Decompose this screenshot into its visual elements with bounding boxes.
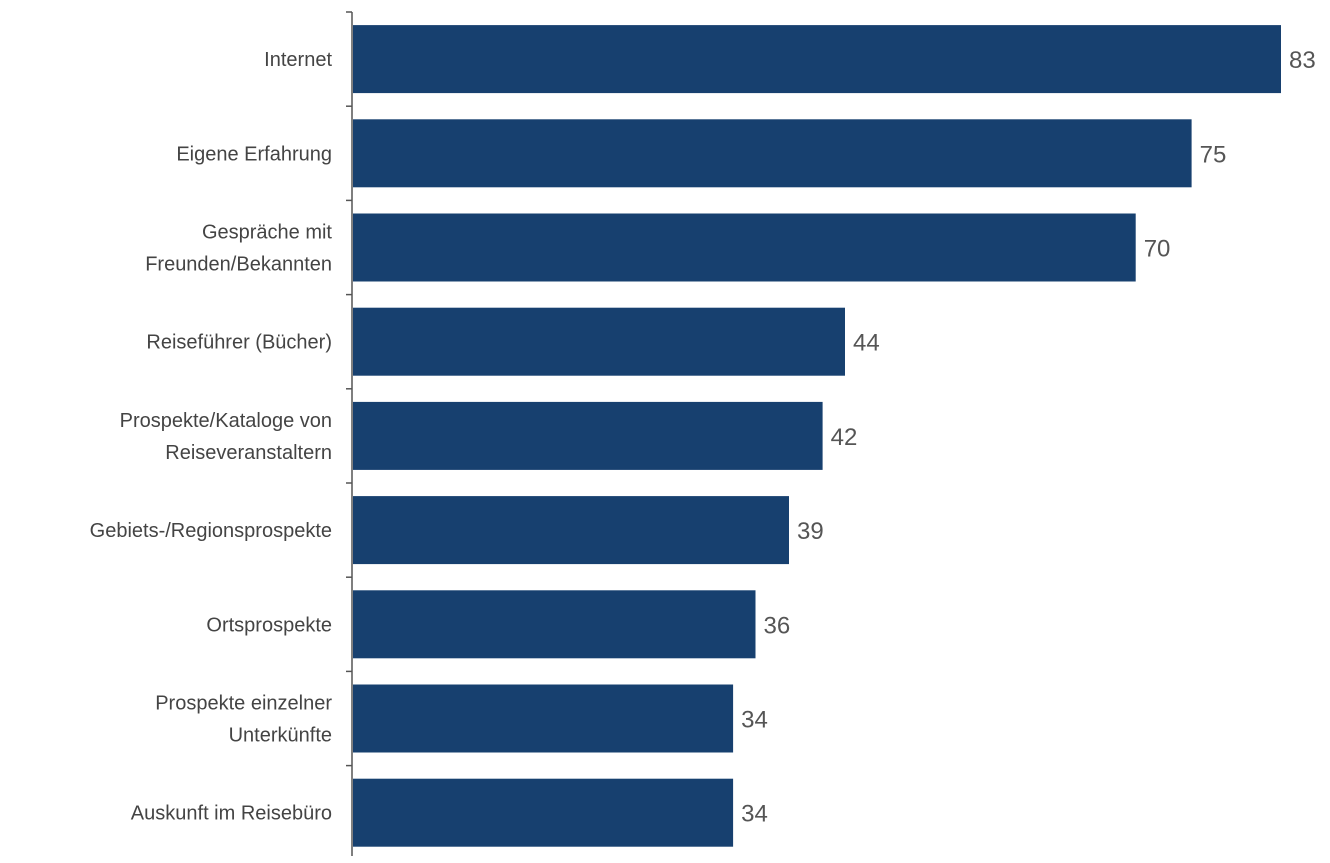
category-label-line: Internet	[264, 49, 332, 71]
category-label-4: Reiseführer (Bücher)	[146, 332, 332, 354]
category-label-6: Gebiets-/Regionsprospekte	[90, 520, 332, 542]
category-label-line: Prospekte/Kataloge von	[120, 410, 332, 432]
value-labels-layer: 83 75 70 44 42 39 36 34 34	[741, 47, 1316, 828]
value-label-5: 42	[831, 424, 858, 451]
category-label-line: Auskunft im Reisebüro	[131, 803, 332, 825]
category-label-5: Prospekte/Kataloge von Reiseveranstaltern	[120, 410, 332, 464]
category-labels-layer: Internet Eigene Erfahrung Gespräche mit Fre…	[90, 49, 333, 825]
bar-7	[353, 590, 756, 659]
bar-5	[353, 401, 823, 470]
value-label-1: 83	[1289, 47, 1316, 74]
category-label-2: Eigene Erfahrung	[176, 143, 332, 165]
bar-3	[353, 213, 1136, 282]
category-label-1: Internet	[264, 49, 332, 71]
value-label-9: 34	[741, 801, 768, 828]
category-label-line: Gespräche mit	[202, 222, 332, 244]
value-label-7: 36	[764, 612, 791, 639]
category-label-7: Ortsprospekte	[206, 614, 332, 636]
bar-6	[353, 496, 789, 565]
bar-4	[353, 307, 845, 376]
category-label-line: Eigene Erfahrung	[176, 143, 332, 165]
value-label-4: 44	[853, 330, 880, 357]
category-label-line: Ortsprospekte	[206, 614, 332, 636]
value-label-8: 34	[741, 707, 768, 734]
category-label-line: Freunden/Bekannten	[145, 254, 332, 276]
value-label-3: 70	[1144, 236, 1171, 263]
value-label-6: 39	[797, 518, 824, 545]
category-label-9: Auskunft im Reisebüro	[131, 803, 332, 825]
bar-9	[353, 778, 734, 847]
category-label-line: Reiseführer (Bücher)	[146, 332, 332, 354]
category-label-line: Prospekte einzelner	[155, 693, 332, 715]
category-label-8: Prospekte einzelner Unterkünfte	[155, 693, 332, 747]
value-label-2: 75	[1200, 141, 1227, 168]
bar-8	[353, 684, 734, 753]
category-label-line: Reiseveranstaltern	[165, 442, 332, 464]
y-axis-layer	[346, 11, 353, 861]
bar-2	[353, 119, 1192, 188]
category-label-3: Gespräche mit Freunden/Bekannten	[145, 222, 332, 276]
bars-layer	[353, 25, 1281, 847]
category-label-line: Gebiets-/Regionsprospekte	[90, 520, 332, 542]
category-label-line: Unterkünfte	[229, 725, 332, 747]
bar-1	[353, 25, 1281, 94]
